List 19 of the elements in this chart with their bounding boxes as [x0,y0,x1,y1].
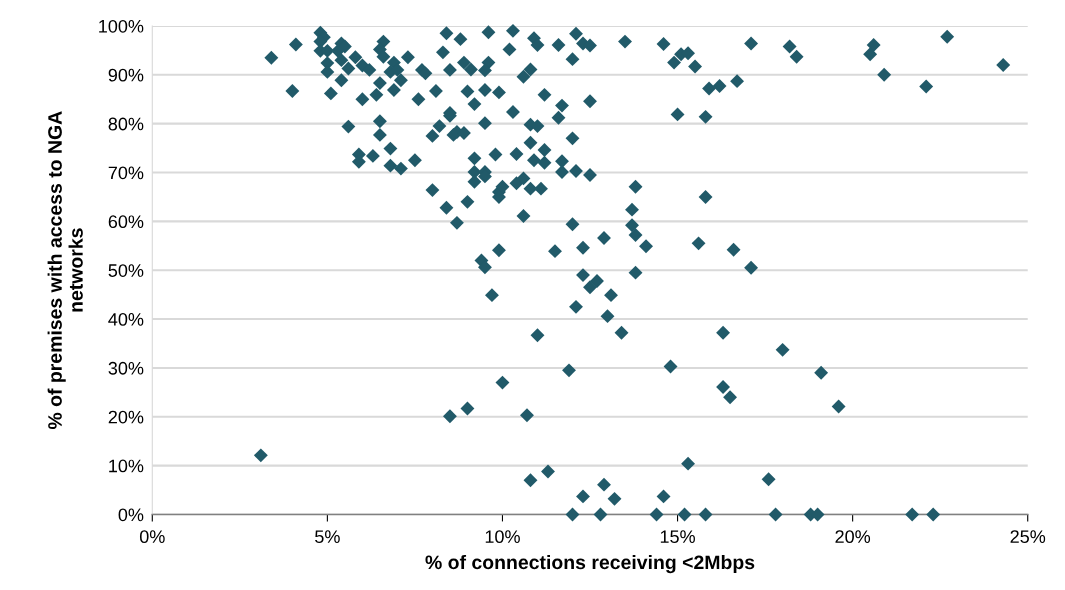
y-tick-label: 20% [108,410,144,424]
y-tick-label: 60% [108,215,144,229]
y-tick-label: 70% [108,166,144,180]
y-tick-label: 10% [109,459,144,473]
y-tick-label: 100% [99,19,144,33]
y-axis-title: % of premises with access to NGA networks [47,111,83,430]
y-tick-label: 40% [108,313,144,326]
y-tick-label: 90% [108,68,144,82]
x-tick-label: 25% [1010,530,1046,544]
x-tick-label: 10% [485,530,520,544]
x-tick-label: 5% [315,530,340,544]
x-tick-label: 15% [660,530,695,544]
x-tick-label: 0% [139,530,165,544]
x-tick-label: 20% [835,530,871,544]
x-axis-title: % of connections receiving <2Mbps [425,554,755,574]
y-tick-label: 50% [108,264,144,277]
y-tick-label: 0% [118,508,144,522]
y-tick-label: 30% [108,361,144,375]
y-tick-label: 80% [108,117,144,131]
